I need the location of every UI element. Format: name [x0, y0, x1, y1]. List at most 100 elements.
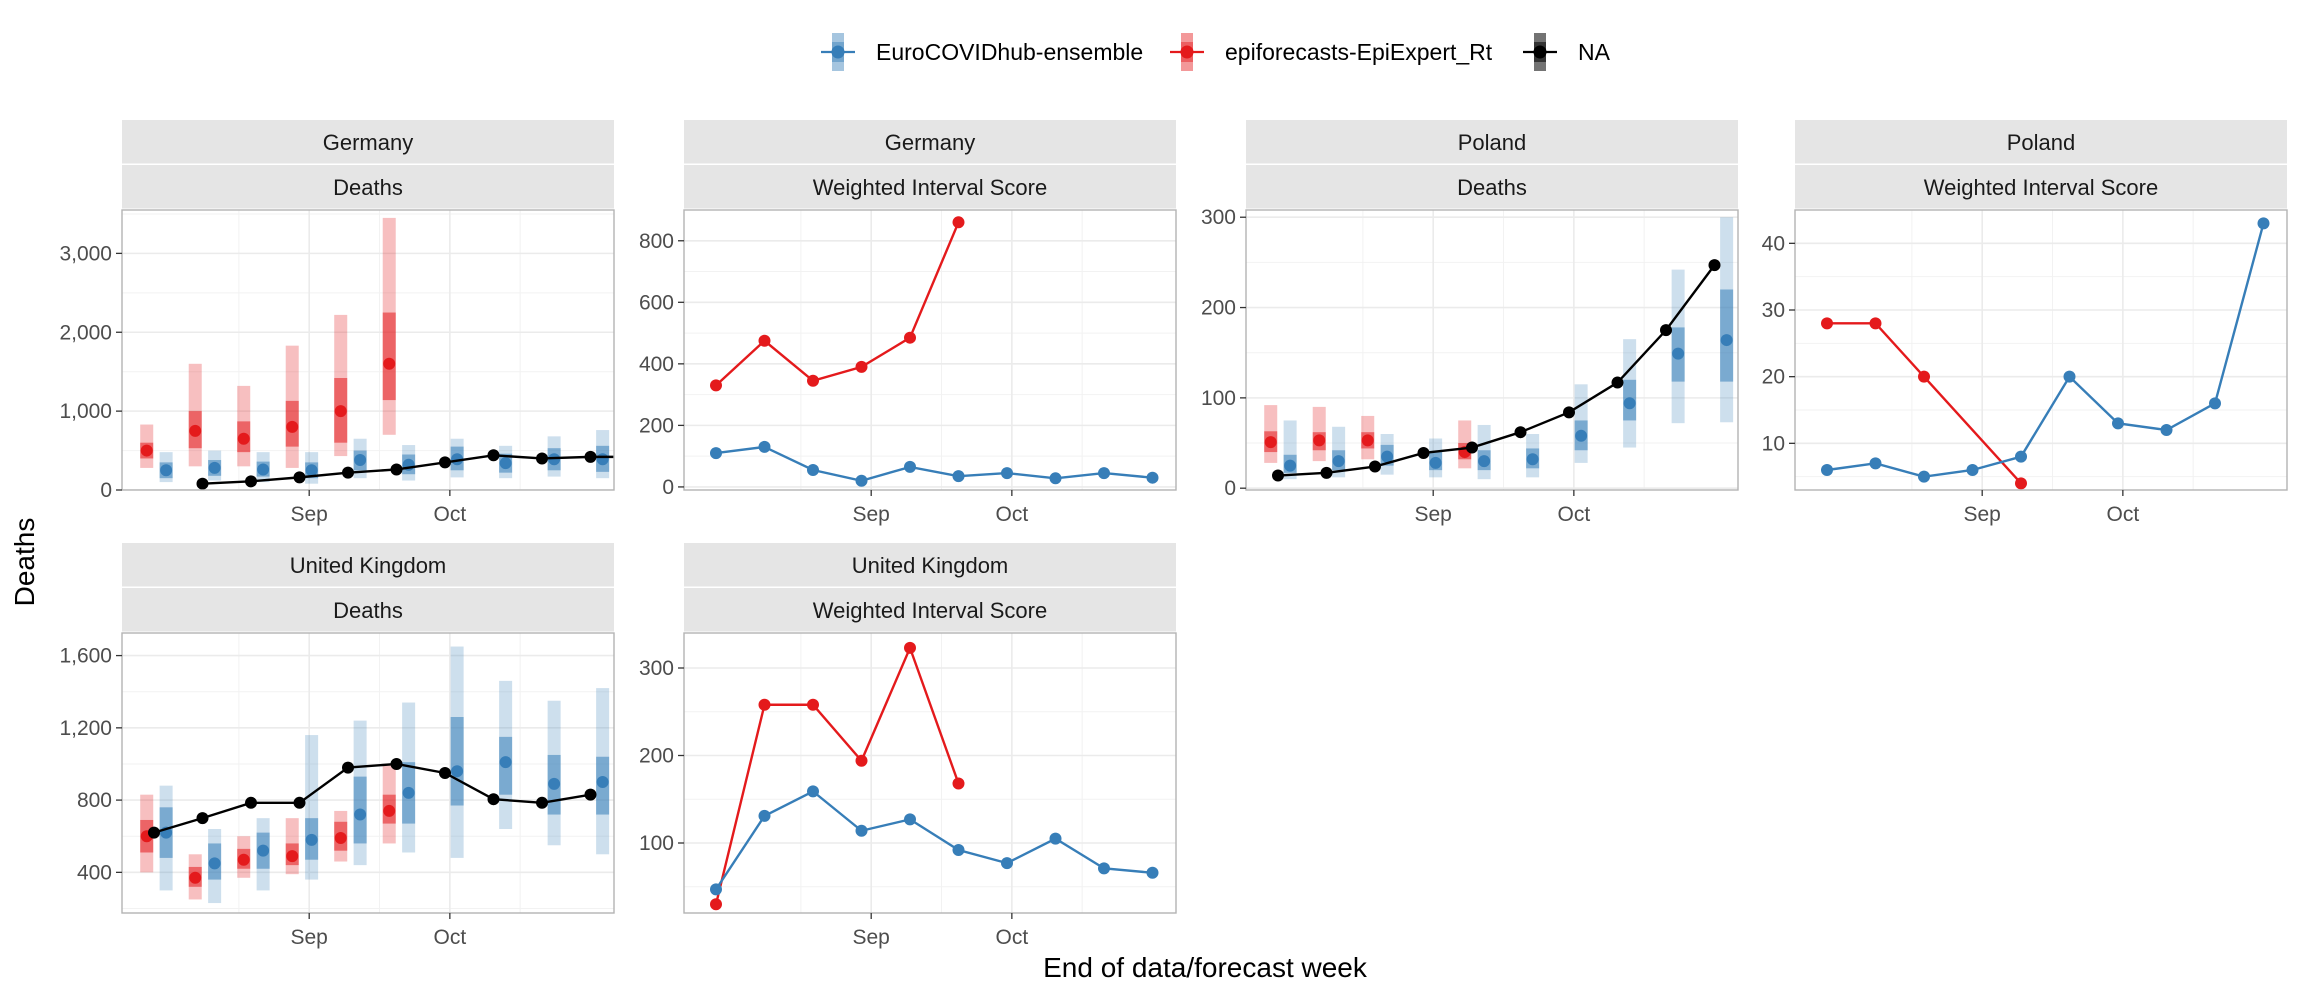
ensemble-point: [1478, 455, 1491, 468]
ensemble-point: [1049, 472, 1062, 485]
y-tick-label: 300: [1201, 206, 1236, 229]
facet-strip-label: Deaths: [333, 598, 403, 623]
facet-strip-label: Poland: [1458, 130, 1527, 155]
legend-label: EuroCOVIDhub-ensemble: [876, 39, 1143, 65]
panel-border: [683, 209, 1177, 491]
facet-strip-label: Weighted Interval Score: [813, 598, 1047, 623]
series-layer: [140, 217, 645, 490]
y-tick-label: 20: [1762, 366, 1785, 389]
ensemble-point: [499, 457, 512, 470]
ensemble-point: [952, 470, 965, 483]
y-tick-label: 30: [1762, 299, 1785, 322]
x-tick-label: Sep: [1415, 503, 1452, 526]
panel-border: [1794, 209, 2288, 491]
epiexpert-point: [855, 360, 868, 373]
series-layer: [1264, 217, 1734, 482]
ensemble-point: [1526, 453, 1539, 466]
observed-point: [584, 788, 597, 801]
ensemble-point: [1869, 457, 1882, 470]
facet-strip: [684, 588, 1176, 632]
y-tick-label: 0: [662, 476, 674, 499]
observed-point: [536, 796, 548, 809]
ensemble-point: [596, 453, 609, 466]
gridlines: [684, 633, 1176, 913]
facet-strip-label: Germany: [885, 130, 975, 155]
epiexpert-point: [237, 853, 250, 866]
y-tick-label: 0: [100, 479, 112, 502]
x-tick-label: Sep: [291, 503, 328, 526]
legend-item-ensemble: EuroCOVIDhub-ensemble: [821, 33, 1143, 71]
gridlines: [122, 210, 614, 490]
ensemble-point: [1332, 455, 1345, 468]
ensemble-point: [1720, 334, 1733, 347]
panel-background: [1795, 210, 2287, 490]
panel-border: [121, 632, 615, 914]
observed-point: [196, 812, 209, 825]
observed-point: [390, 757, 403, 770]
facet-strip: [122, 120, 614, 164]
epiexpert-point: [758, 698, 771, 711]
observed-point: [1369, 460, 1381, 473]
ensemble-point: [451, 765, 464, 778]
facet-strip-label: United Kingdom: [290, 553, 447, 578]
observed-point: [487, 449, 500, 462]
y-tick-label: 100: [1201, 387, 1236, 410]
facet-strip-label: United Kingdom: [852, 553, 1009, 578]
epiexpert-point: [286, 420, 299, 433]
gridlines: [1246, 210, 1738, 490]
x-tick-label: Sep: [291, 926, 328, 949]
y-tick-label: 1,600: [59, 645, 112, 668]
legend: EuroCOVIDhub-ensemble epiforecasts-EpiExp…: [821, 33, 1611, 71]
panel-border: [121, 209, 615, 491]
epiexpert-point: [952, 216, 965, 229]
observed-point: [245, 475, 257, 488]
ensemble-point: [855, 824, 868, 837]
y-tick-label: 300: [639, 657, 674, 680]
epiexpert-line: [714, 644, 960, 905]
facet-strip: [1246, 165, 1738, 209]
y-tick-label: 2,000: [59, 321, 112, 344]
observed-point: [1514, 426, 1527, 439]
x-tick-label: Sep: [853, 926, 890, 949]
legend-item-observed: NA: [1523, 33, 1611, 71]
ensemble-point: [208, 461, 221, 474]
facet-strip: [122, 588, 614, 632]
ensemble-point: [1918, 470, 1930, 483]
ensemble-point: [354, 808, 367, 821]
gridlines: [122, 633, 614, 913]
epiexpert-point: [710, 898, 722, 911]
ensemble-point: [1146, 866, 1159, 879]
observed-point: [1611, 376, 1624, 389]
y-tick-label: 200: [1201, 297, 1236, 320]
gridlines: [1795, 210, 2287, 490]
epiexpert-line: [1827, 322, 2022, 485]
ensemble-point: [402, 786, 415, 799]
x-tick-label: Oct: [996, 926, 1029, 949]
ensemble-point: [257, 463, 270, 476]
ensemble-point: [710, 883, 722, 896]
ensemble-point: [499, 756, 512, 769]
y-tick-label: 1,000: [59, 400, 112, 423]
y-tick-label: 800: [639, 230, 674, 253]
facet-strip-label: Poland: [2007, 130, 2076, 155]
epiexpert-point: [383, 804, 396, 817]
observed-point: [584, 450, 597, 463]
epiexpert-point: [383, 357, 396, 370]
ensemble-point: [1575, 429, 1588, 442]
x-tick-label: Sep: [1964, 503, 2001, 526]
x-tick-label: Oct: [434, 503, 467, 526]
observed-point: [1272, 469, 1284, 482]
observed-point: [148, 826, 160, 839]
observed-point: [439, 456, 451, 469]
ensemble-point: [1821, 464, 1833, 476]
ensemble-point: [710, 447, 722, 460]
ensemble-point: [596, 776, 609, 789]
epiexpert-point: [1264, 436, 1277, 449]
observed-point: [439, 767, 451, 779]
epiexpert-point: [710, 379, 722, 392]
observed-point: [633, 451, 645, 463]
facet-strip-label: Deaths: [1457, 175, 1527, 200]
